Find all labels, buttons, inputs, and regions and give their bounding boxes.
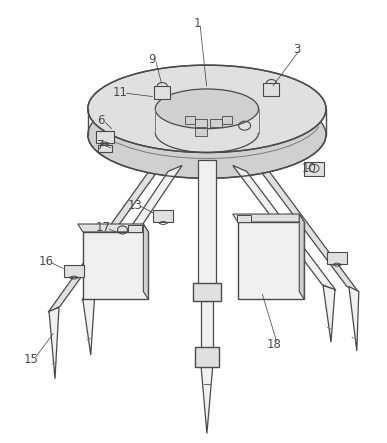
Polygon shape: [195, 119, 207, 127]
Ellipse shape: [88, 65, 326, 152]
Text: 7: 7: [97, 139, 104, 152]
Polygon shape: [153, 210, 173, 222]
Polygon shape: [233, 214, 304, 222]
Text: 6: 6: [97, 114, 104, 127]
Text: 1: 1: [193, 17, 201, 30]
Polygon shape: [83, 232, 148, 299]
Polygon shape: [185, 116, 195, 124]
Text: 13: 13: [128, 198, 143, 212]
Polygon shape: [201, 365, 213, 433]
Polygon shape: [264, 83, 279, 96]
Polygon shape: [253, 160, 359, 292]
Polygon shape: [49, 307, 59, 379]
Polygon shape: [128, 225, 142, 232]
Polygon shape: [210, 119, 222, 127]
Text: 17: 17: [96, 222, 111, 234]
Polygon shape: [323, 286, 335, 342]
Polygon shape: [198, 160, 216, 284]
Text: 10: 10: [302, 162, 317, 175]
Polygon shape: [143, 224, 148, 299]
Polygon shape: [193, 283, 221, 301]
Polygon shape: [299, 214, 304, 299]
Polygon shape: [237, 215, 251, 222]
Text: 16: 16: [39, 255, 53, 268]
Polygon shape: [64, 264, 84, 276]
Polygon shape: [154, 86, 170, 99]
Polygon shape: [304, 163, 324, 176]
Polygon shape: [327, 252, 347, 264]
Text: 3: 3: [294, 43, 301, 56]
Polygon shape: [82, 165, 182, 300]
Polygon shape: [78, 224, 148, 232]
Polygon shape: [222, 116, 232, 124]
Text: 18: 18: [267, 338, 282, 350]
Polygon shape: [349, 287, 359, 351]
Polygon shape: [201, 301, 213, 349]
Ellipse shape: [155, 89, 259, 128]
Text: 15: 15: [24, 353, 39, 365]
Polygon shape: [233, 165, 336, 291]
Text: 9: 9: [149, 53, 156, 66]
Polygon shape: [195, 128, 207, 136]
Polygon shape: [96, 131, 113, 143]
Polygon shape: [98, 144, 111, 152]
Polygon shape: [83, 295, 95, 355]
Text: 11: 11: [113, 86, 128, 99]
Polygon shape: [238, 222, 304, 299]
Polygon shape: [195, 347, 219, 367]
Polygon shape: [48, 163, 163, 312]
Ellipse shape: [88, 91, 326, 179]
